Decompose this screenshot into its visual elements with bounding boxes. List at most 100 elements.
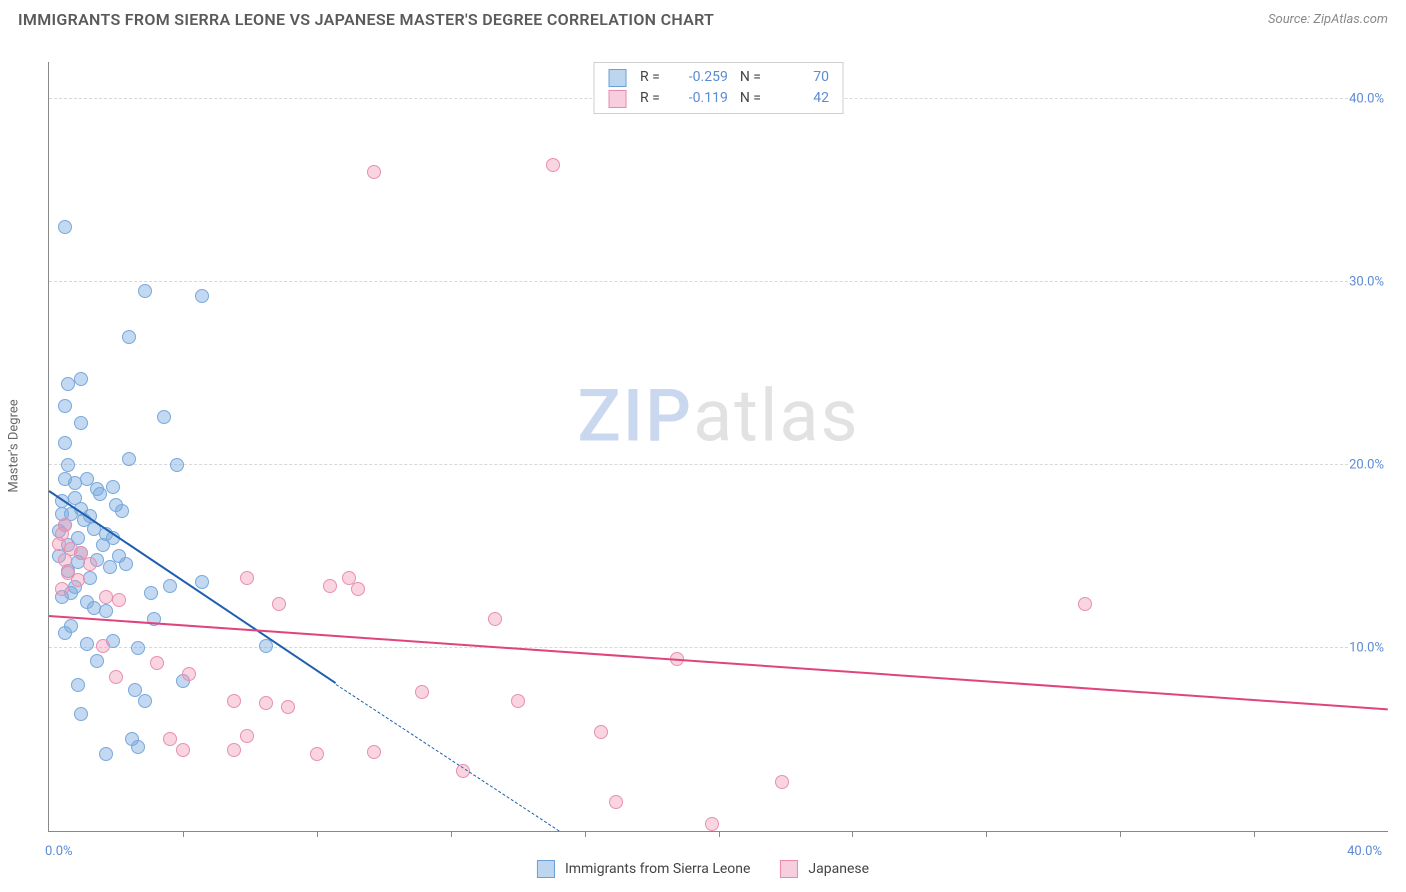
data-point-series-0 [195, 575, 209, 589]
data-point-series-1 [1078, 597, 1092, 611]
watermark: ZIPatlas [577, 373, 859, 458]
legend-swatch-1 [780, 860, 798, 878]
data-point-series-0 [109, 498, 123, 512]
stats-row-series-1: R =-0.119 N =42 [608, 88, 829, 109]
data-point-series-1 [150, 656, 164, 670]
data-point-series-1 [310, 747, 324, 761]
y-tick-label: 30.0% [1349, 274, 1390, 289]
data-point-series-0 [74, 416, 88, 430]
y-tick-label: 40.0% [1349, 91, 1390, 106]
data-point-series-0 [74, 707, 88, 721]
stats-legend: R =-0.259 N =70 R =-0.119 N =42 [593, 62, 844, 114]
y-tick-label: 10.0% [1349, 640, 1390, 655]
data-point-series-0 [99, 604, 113, 618]
x-tick [1254, 831, 1255, 837]
legend-label-0: Immigrants from Sierra Leone [565, 861, 750, 877]
data-point-series-0 [99, 747, 113, 761]
data-point-series-1 [351, 582, 365, 596]
data-point-series-1 [109, 670, 123, 684]
x-axis-min-label: 0.0% [45, 844, 73, 859]
gridline [49, 281, 1388, 282]
data-point-series-1 [259, 696, 273, 710]
x-tick [719, 831, 720, 837]
data-point-series-0 [163, 579, 177, 593]
data-point-series-1 [488, 612, 502, 626]
y-tick-label: 20.0% [1349, 457, 1390, 472]
data-point-series-0 [61, 458, 75, 472]
data-point-series-1 [240, 571, 254, 585]
data-point-series-0 [93, 487, 107, 501]
x-tick [451, 831, 452, 837]
data-point-series-1 [546, 158, 560, 172]
data-point-series-1 [323, 579, 337, 593]
scatter-plot-area: ZIPatlas R =-0.259 N =70 R =-0.119 N =42… [48, 62, 1388, 832]
data-point-series-0 [131, 740, 145, 754]
stats-row-series-0: R =-0.259 N =70 [608, 67, 829, 88]
data-point-series-0 [138, 694, 152, 708]
data-point-series-1 [415, 685, 429, 699]
data-point-series-1 [594, 725, 608, 739]
data-point-series-1 [511, 694, 525, 708]
data-point-series-0 [106, 480, 120, 494]
r-value-1: -0.119 [672, 88, 728, 109]
data-point-series-1 [272, 597, 286, 611]
data-point-series-1 [367, 745, 381, 759]
data-point-series-0 [71, 678, 85, 692]
data-point-series-0 [83, 571, 97, 585]
n-value-1: 42 [773, 88, 829, 109]
y-axis-title: Master's Degree [7, 399, 22, 492]
x-tick [986, 831, 987, 837]
x-tick [852, 831, 853, 837]
swatch-series-0 [608, 69, 626, 87]
data-point-series-0 [96, 538, 110, 552]
data-point-series-1 [112, 593, 126, 607]
source-attribution: Source: ZipAtlas.com [1268, 12, 1388, 27]
data-point-series-0 [122, 452, 136, 466]
data-point-series-0 [138, 284, 152, 298]
data-point-series-1 [367, 165, 381, 179]
legend-item-0[interactable]: Immigrants from Sierra Leone [537, 860, 750, 878]
data-point-series-0 [112, 549, 126, 563]
gridline [49, 464, 1388, 465]
data-point-series-0 [74, 372, 88, 386]
legend-item-1[interactable]: Japanese [780, 860, 869, 878]
data-point-series-0 [80, 637, 94, 651]
trendline [49, 615, 1388, 710]
data-point-series-1 [96, 639, 110, 653]
data-point-series-1 [609, 795, 623, 809]
data-point-series-0 [157, 410, 171, 424]
x-tick [585, 831, 586, 837]
data-point-series-0 [144, 586, 158, 600]
gridline [49, 647, 1388, 648]
data-point-series-0 [131, 641, 145, 655]
data-point-series-0 [122, 330, 136, 344]
n-value-0: 70 [773, 67, 829, 88]
data-point-series-1 [775, 775, 789, 789]
data-point-series-0 [58, 399, 72, 413]
x-axis-max-label: 40.0% [1347, 844, 1382, 859]
data-point-series-0 [103, 560, 117, 574]
data-point-series-1 [182, 667, 196, 681]
data-point-series-1 [71, 573, 85, 587]
data-point-series-1 [58, 553, 72, 567]
data-point-series-0 [61, 377, 75, 391]
data-point-series-0 [90, 654, 104, 668]
data-point-series-1 [705, 817, 719, 831]
data-point-series-1 [176, 743, 190, 757]
legend-swatch-0 [537, 860, 555, 878]
chart-title: IMMIGRANTS FROM SIERRA LEONE VS JAPANESE… [18, 10, 714, 29]
data-point-series-0 [58, 626, 72, 640]
data-point-series-0 [170, 458, 184, 472]
x-tick [183, 831, 184, 837]
data-point-series-1 [240, 729, 254, 743]
data-point-series-1 [83, 557, 97, 571]
swatch-series-1 [608, 90, 626, 108]
data-point-series-0 [195, 289, 209, 303]
legend-label-1: Japanese [808, 861, 869, 877]
data-point-series-1 [227, 743, 241, 757]
series-legend: Immigrants from Sierra Leone Japanese [537, 860, 869, 878]
data-point-series-0 [58, 220, 72, 234]
data-point-series-1 [281, 700, 295, 714]
r-value-0: -0.259 [672, 67, 728, 88]
x-tick [317, 831, 318, 837]
